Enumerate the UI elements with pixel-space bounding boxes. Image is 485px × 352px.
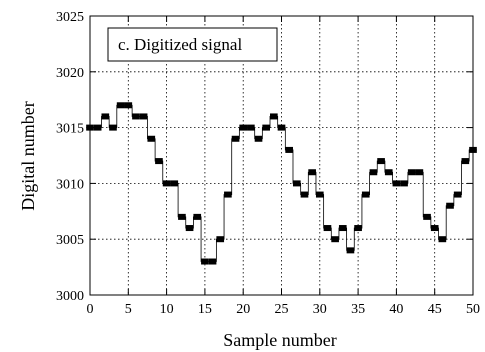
sample-bar — [430, 225, 439, 232]
sample-bar — [331, 236, 339, 243]
sample-bar — [178, 213, 186, 220]
x-axis-label: Sample number — [223, 330, 336, 350]
sample-bar — [247, 124, 255, 131]
sample-bar — [185, 225, 194, 232]
sample-bar — [93, 124, 102, 131]
sample-bar — [285, 146, 293, 153]
axis-ticks — [89, 15, 474, 296]
sample-bar — [407, 169, 416, 176]
sample-bar — [415, 169, 424, 176]
sample-bar — [239, 124, 248, 131]
sample-bar — [124, 102, 133, 109]
y-tick-label: 3005 — [56, 233, 84, 248]
plot-area — [86, 102, 477, 265]
y-tick-label: 3000 — [56, 289, 84, 304]
sample-bar — [384, 169, 393, 176]
sample-bar — [446, 202, 454, 209]
sample-bar — [438, 236, 447, 243]
x-tick-label: 5 — [125, 302, 132, 317]
y-axis-label: Digital number — [18, 101, 38, 210]
sample-bar — [292, 180, 301, 187]
x-tick-label: 25 — [275, 302, 289, 317]
x-tick-label: 10 — [160, 302, 174, 317]
x-tick-label: 20 — [236, 302, 250, 317]
sample-bar — [193, 213, 202, 220]
y-tick-label: 3010 — [56, 177, 84, 192]
sample-bar — [147, 135, 156, 142]
sample-bar — [461, 158, 470, 165]
sample-bar — [346, 247, 355, 254]
x-tick-label: 50 — [466, 302, 480, 317]
y-tick-labels: 3000 3005 3010 3015 3020 3025 — [56, 10, 84, 304]
sample-bar — [132, 113, 140, 120]
sample-bar — [377, 158, 385, 165]
chart-annotation: c. Digitized signal — [118, 35, 242, 54]
x-tick-label: 40 — [389, 302, 403, 317]
legend-frame — [107, 27, 278, 62]
sample-bar — [262, 124, 271, 131]
sample-bar — [201, 258, 209, 265]
legend-box: c. Digitized signal — [107, 27, 278, 62]
x-tick-labels: 0 5 10 15 20 25 30 35 40 45 50 — [87, 302, 481, 317]
sample-bar — [369, 169, 378, 176]
sample-bar — [400, 180, 408, 187]
sample-bar — [224, 191, 232, 198]
sample-bar — [155, 158, 163, 165]
y-tick-label: 3025 — [56, 10, 84, 25]
grid-lines — [90, 16, 473, 295]
sample-bar — [162, 180, 171, 187]
sample-bar — [361, 191, 370, 198]
sample-bar — [101, 113, 110, 120]
sample-bar — [423, 213, 431, 220]
sample-bar — [277, 124, 286, 131]
sample-bar — [315, 191, 324, 198]
sample-bar — [392, 180, 401, 187]
x-tick-label: 0 — [87, 302, 94, 317]
sample-bar — [216, 236, 225, 243]
sample-bar — [300, 191, 309, 198]
sample-bar — [254, 135, 263, 142]
y-tick-label: 3015 — [56, 122, 84, 137]
sample-bar — [109, 124, 117, 131]
sample-bar — [116, 102, 125, 109]
y-tick-label: 3020 — [56, 66, 84, 81]
sample-bar — [453, 191, 462, 198]
x-tick-label: 30 — [313, 302, 327, 317]
sample-bar — [139, 113, 148, 120]
sample-bar — [338, 225, 347, 232]
sample-bar — [354, 225, 362, 232]
sample-bar — [308, 169, 316, 176]
sample-bar — [170, 180, 179, 187]
sample-bar — [323, 225, 332, 232]
sample-bar — [270, 113, 278, 120]
x-tick-label: 35 — [351, 302, 365, 317]
sample-bar — [208, 258, 217, 265]
x-tick-label: 15 — [198, 302, 212, 317]
x-tick-label: 45 — [428, 302, 442, 317]
sample-bar — [231, 135, 240, 142]
